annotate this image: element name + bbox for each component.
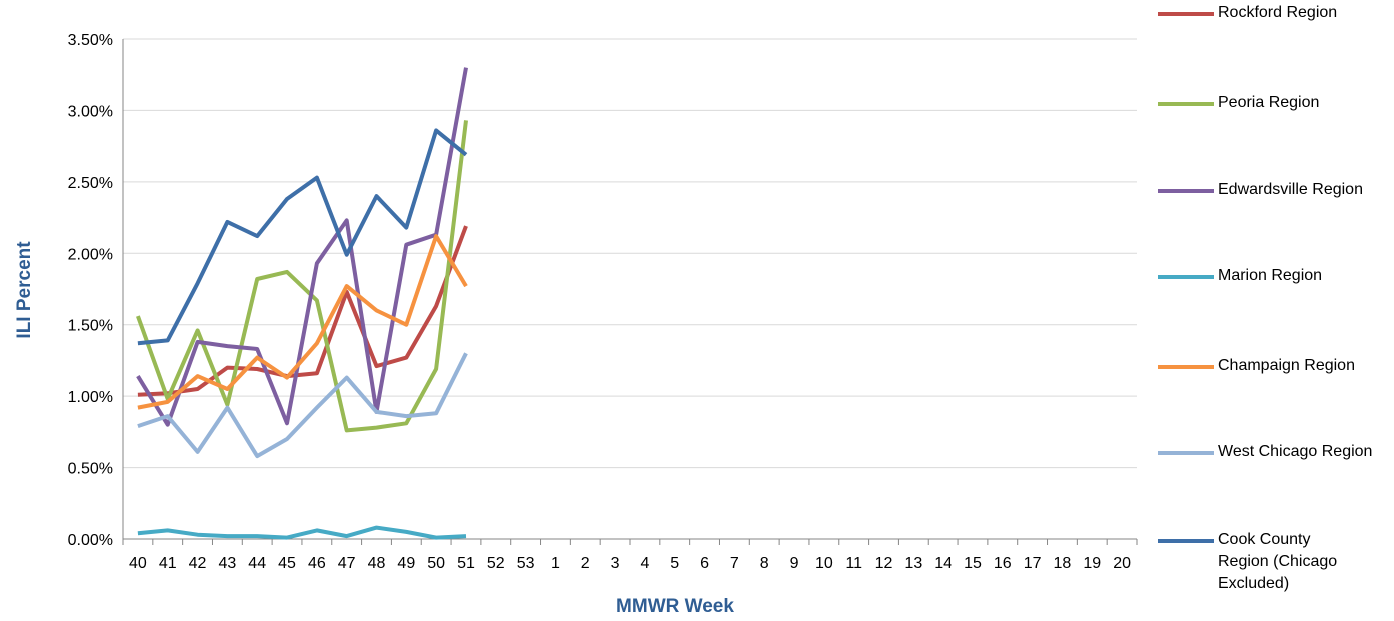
y-tick-label: 0.00% xyxy=(68,532,113,549)
x-tick-label: 50 xyxy=(427,555,445,572)
series-line xyxy=(137,225,468,397)
y-tick-label: 3.00% xyxy=(68,103,113,120)
x-tick-label: 45 xyxy=(278,555,296,572)
x-tick-label: 46 xyxy=(308,555,326,572)
x-tick-label: 13 xyxy=(904,555,922,572)
x-tick-label: 19 xyxy=(1083,555,1101,572)
legend-swatch xyxy=(1158,12,1214,16)
x-tick-label: 49 xyxy=(397,555,415,572)
x-tick-label: 47 xyxy=(338,555,356,572)
legend-label: West Chicago Region xyxy=(1218,443,1373,460)
y-tick-label: 1.50% xyxy=(68,318,113,335)
series-line xyxy=(137,525,467,540)
series-line xyxy=(136,67,468,427)
x-tick-label: 12 xyxy=(875,555,893,572)
x-tick-label: 4 xyxy=(640,555,649,572)
x-tick-label: 53 xyxy=(517,555,535,572)
legend-label: Rockford Region xyxy=(1218,4,1338,21)
x-tick-label: 10 xyxy=(815,555,833,572)
x-tick-label: 40 xyxy=(129,555,147,572)
x-tick-label: 44 xyxy=(248,555,266,572)
series-line xyxy=(137,352,468,459)
x-tick-label: 2 xyxy=(581,555,590,572)
y-axis-title: ILI Percent xyxy=(14,241,35,339)
y-tick-label: 3.50% xyxy=(68,32,113,49)
legend-swatch xyxy=(1158,451,1214,455)
x-tick-label: 14 xyxy=(934,555,952,572)
x-tick-label: 16 xyxy=(994,555,1012,572)
x-tick-label: 8 xyxy=(760,555,769,572)
y-tick-label: 1.00% xyxy=(68,389,113,406)
legend-swatch xyxy=(1158,189,1214,193)
legend-swatch xyxy=(1158,539,1214,543)
y-tick-label: 2.00% xyxy=(68,246,113,263)
x-tick-label: 42 xyxy=(189,555,207,572)
x-tick-label: 18 xyxy=(1054,555,1072,572)
x-tick-label: 43 xyxy=(218,555,236,572)
legend-label: Cook County Region (Chicago Excluded) xyxy=(1218,531,1338,592)
series-line xyxy=(137,234,468,410)
x-tick-label: 9 xyxy=(790,555,799,572)
legend-label: Marion Region xyxy=(1218,267,1323,284)
x-tick-label: 6 xyxy=(700,555,709,572)
x-tick-label: 1 xyxy=(551,555,560,572)
x-tick-label: 20 xyxy=(1113,555,1131,572)
legend-swatch xyxy=(1158,275,1214,279)
x-tick-label: 51 xyxy=(457,555,475,572)
y-tick-label: 2.50% xyxy=(68,175,113,192)
x-tick-label: 11 xyxy=(845,555,862,572)
series-line xyxy=(137,128,468,346)
legend-label: Edwardsville Region xyxy=(1218,181,1363,198)
x-tick-label: 48 xyxy=(368,555,386,572)
x-tick-label: 15 xyxy=(964,555,982,572)
x-tick-label: 17 xyxy=(1024,555,1042,572)
x-axis-title: MMWR Week xyxy=(616,596,734,617)
x-tick-label: 41 xyxy=(159,555,177,572)
legend-label: Peoria Region xyxy=(1218,94,1320,111)
x-tick-label: 7 xyxy=(730,555,739,572)
y-tick-label: 0.50% xyxy=(68,461,113,478)
legend-label: Champaign Region xyxy=(1218,357,1355,374)
legend-swatch xyxy=(1158,102,1214,106)
x-tick-label: 52 xyxy=(487,555,505,572)
x-tick-label: 3 xyxy=(611,555,620,572)
x-tick-label: 5 xyxy=(670,555,679,572)
legend-swatch xyxy=(1158,365,1214,369)
